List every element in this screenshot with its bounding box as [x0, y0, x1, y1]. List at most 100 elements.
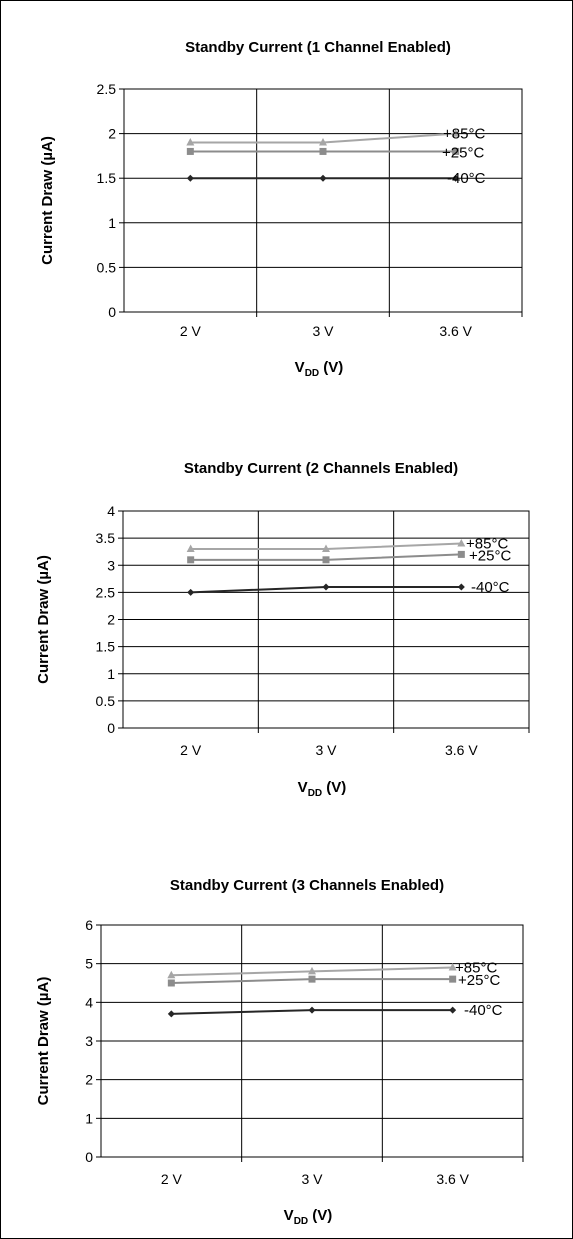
data-point-diamond: [457, 583, 465, 591]
data-point-triangle: [308, 966, 316, 975]
x-tick-label: 2 V: [180, 742, 202, 758]
x-tick-label: 3 V: [312, 323, 334, 339]
data-point-triangle: [186, 138, 195, 146]
y-axis-title: Current Draw (µA): [35, 555, 52, 684]
x-axis-title-main: V: [284, 1207, 294, 1224]
y-tick-label: 1.5: [96, 639, 116, 655]
data-point-triangle: [457, 539, 466, 547]
data-point-square: [322, 556, 330, 564]
x-axis-title-suffix: (V): [322, 779, 346, 796]
plot-area: [122, 510, 530, 729]
chart-2: Standby Current (2 Channels Enabled) 0 0.5…: [35, 460, 530, 799]
y-axis-title: Current Draw (µA): [39, 136, 56, 265]
x-axis-title-suffix: (V): [319, 359, 343, 376]
data-point-diamond: [319, 174, 327, 182]
y-tick-label: 0.5: [97, 259, 117, 275]
x-axis-title-subscript: DD: [305, 368, 319, 379]
series-label: +85°C: [443, 126, 485, 143]
data-point-diamond: [322, 583, 330, 591]
y-tick-label: 2.5: [97, 81, 117, 97]
y-tick-label: 0: [107, 720, 115, 736]
x-axis-title: VDD (V): [284, 1207, 333, 1227]
data-point-triangle: [319, 138, 327, 146]
x-tick-label: 3 V: [301, 1171, 323, 1187]
plot-area: [100, 924, 524, 1158]
y-tick-label: 6: [85, 917, 93, 933]
data-point-triangle: [167, 970, 176, 979]
series-label: -40°C: [447, 170, 486, 187]
x-tick-label: 3.6 V: [436, 1171, 469, 1187]
y-axis-title: Current Draw (µA): [35, 977, 52, 1106]
data-point-square: [167, 979, 175, 987]
series-label: +25°C: [442, 144, 484, 161]
data-point-triangle: [186, 544, 195, 552]
chart-title: Standby Current (1 Channel Enabled): [185, 39, 451, 56]
data-point-square: [452, 147, 460, 155]
series-1: +85°C: [186, 536, 508, 553]
y-tick-label: 2.5: [96, 584, 116, 600]
x-axis-title: VDD (V): [295, 359, 344, 379]
series-3: -40°C: [167, 1002, 503, 1019]
data-point-diamond: [308, 1006, 316, 1014]
x-axis-title-main: V: [298, 779, 308, 796]
series-3: -40°C: [186, 170, 486, 187]
data-point-triangle: [451, 129, 460, 137]
series-label: +25°C: [458, 972, 500, 989]
y-tick-label: 1: [107, 666, 115, 682]
x-axis-title-suffix: (V): [308, 1207, 332, 1224]
series-label: +25°C: [469, 547, 511, 564]
plot-area: [123, 88, 523, 313]
y-tick-label: 1.5: [97, 170, 117, 186]
series-3: -40°C: [187, 579, 510, 596]
y-tick-label: 3: [85, 1033, 93, 1049]
y-tick-label: 5: [85, 956, 93, 972]
y-tick-label: 4: [107, 503, 115, 519]
y-tick-label: 2: [108, 126, 116, 142]
y-tick-label: 3: [107, 557, 115, 573]
y-tick-label: 2: [107, 612, 115, 628]
data-point-square: [187, 556, 195, 564]
x-axis-title: VDD (V): [298, 779, 347, 799]
series-1: +85°C: [186, 126, 485, 146]
chart-title: Standby Current (2 Channels Enabled): [184, 460, 458, 477]
series-2: +25°C: [167, 972, 500, 989]
series-label: +85°C: [466, 536, 508, 553]
series-label: -40°C: [471, 579, 510, 596]
data-point-diamond: [186, 174, 194, 182]
data-point-diamond: [187, 588, 195, 596]
data-point-square: [186, 147, 194, 155]
x-tick-label: 3.6 V: [445, 742, 478, 758]
series-label: -40°C: [464, 1002, 503, 1019]
y-tick-label: 0.5: [96, 693, 116, 709]
data-point-square: [457, 550, 465, 558]
data-point-square: [319, 147, 327, 155]
y-tick-label: 3.5: [96, 530, 116, 546]
y-tick-label: 1: [108, 215, 116, 231]
chart-1: Standby Current (1 Channel Enabled) 0 0.5 1…: [39, 39, 523, 379]
x-tick-label: 2 V: [180, 323, 202, 339]
data-point-triangle: [448, 963, 457, 971]
x-axis-title-subscript: DD: [308, 788, 322, 799]
series-2: +25°C: [186, 144, 484, 161]
y-tick-label: 2: [85, 1072, 93, 1088]
series-1: +85°C: [167, 960, 497, 979]
data-point-diamond: [449, 1006, 457, 1014]
chart-3: Standby Current (3 Channels Enabled) 0 1 2 3…: [35, 877, 524, 1227]
y-tick-label: 0: [85, 1149, 93, 1165]
y-tick-label: 4: [85, 994, 93, 1010]
data-point-triangle: [322, 544, 330, 552]
y-tick-label: 0: [108, 304, 116, 320]
series-label: +85°C: [455, 960, 497, 977]
x-axis-title-subscript: DD: [294, 1216, 308, 1227]
data-point-square: [449, 975, 457, 983]
data-point-diamond: [167, 1010, 175, 1018]
x-tick-label: 3.6 V: [439, 323, 472, 339]
data-point-diamond: [452, 174, 460, 182]
x-axis-title-main: V: [295, 359, 305, 376]
x-tick-label: 2 V: [161, 1171, 183, 1187]
chart-title: Standby Current (3 Channels Enabled): [170, 877, 444, 894]
data-point-square: [308, 975, 316, 983]
x-tick-label: 3 V: [315, 742, 337, 758]
y-tick-label: 1: [85, 1110, 93, 1126]
